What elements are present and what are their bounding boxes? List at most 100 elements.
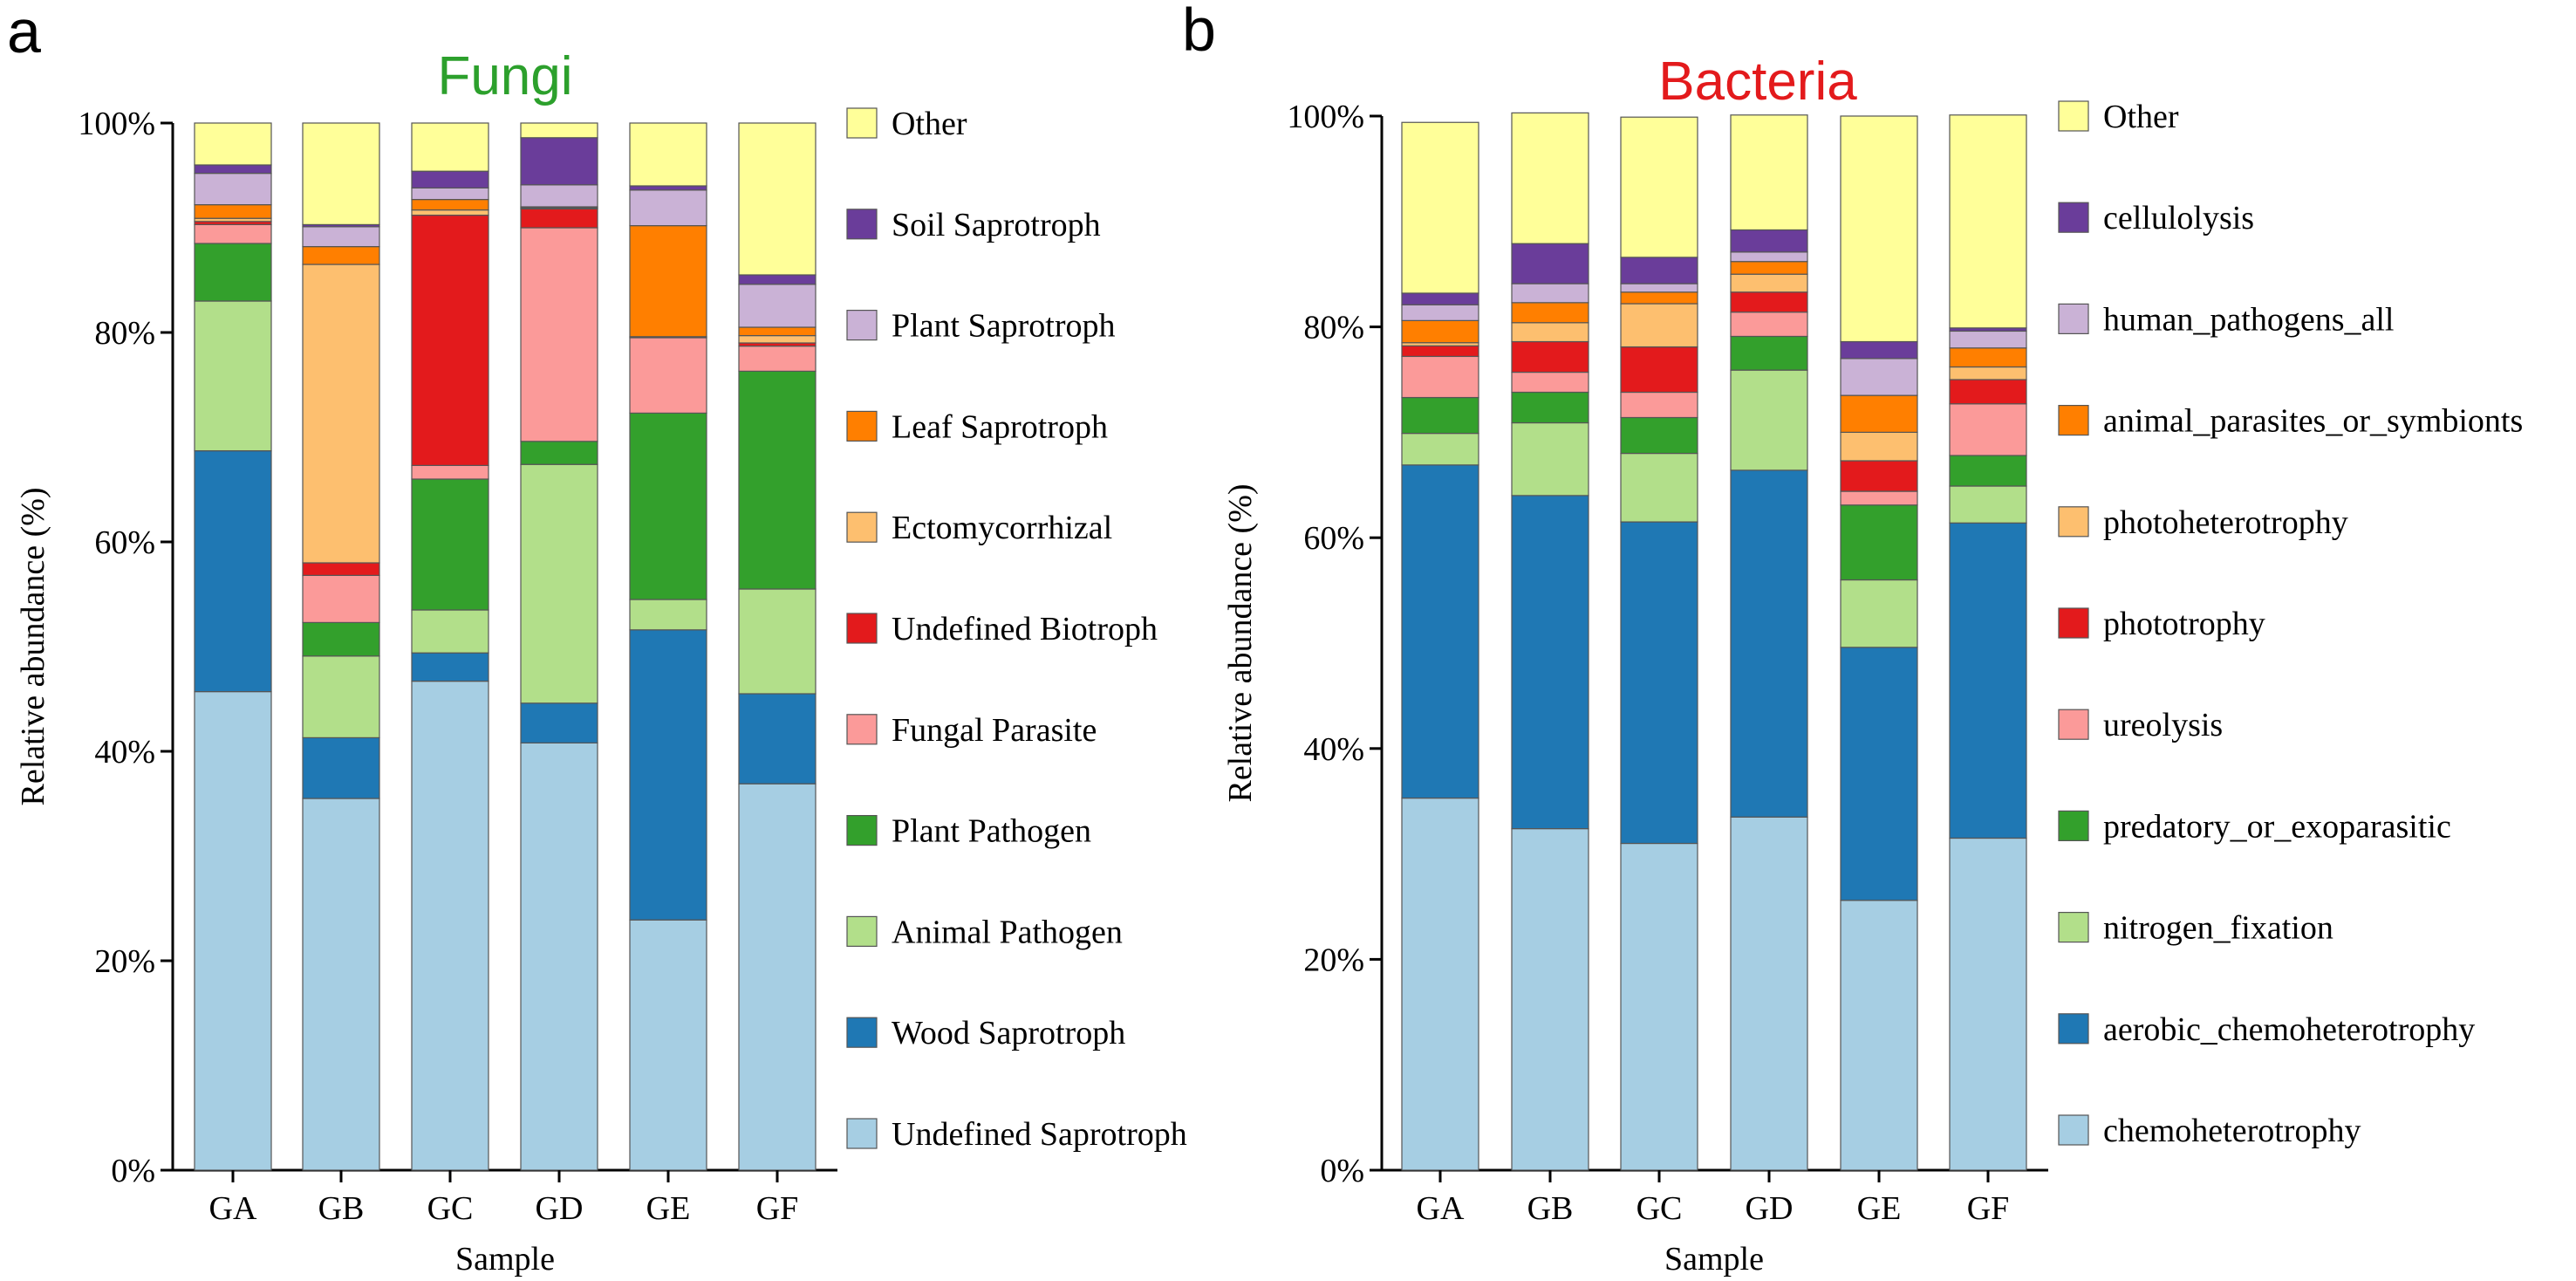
legend-swatch [2058,303,2089,334]
bar-segment-ge-plant-pathogen [629,412,707,600]
legend-label: Ectomycorrhizal [892,510,1112,546]
legend-item-wood-saprotroph: Wood Saprotroph [846,1015,1125,1052]
bar-segment-ge-phototrophy [1840,460,1918,492]
legend-swatch [2058,202,2089,233]
bar-segment-ge-cellulolysis [1840,340,1918,360]
bar-segment-gf-other [738,122,817,276]
bar-segment-gf-soil-saprotroph [738,274,817,285]
bar-GF [738,122,817,1171]
bar-segment-gc-leaf-saprotroph [411,199,489,211]
panel-letter: a [7,0,41,65]
legend-label: Undefined Saprotroph [892,1116,1187,1153]
bar-segment-gf-plant-pathogen [738,370,817,590]
y-tick-label: 40% [1303,731,1364,768]
bar-segment-gd-chemoheterotrophy [1730,816,1808,1171]
bar-segment-gc-phototrophy [1620,346,1698,394]
bar-segment-gd-undefined-saprotroph [520,742,598,1171]
bar-segment-gc-ureolysis [1620,391,1698,419]
bar-segment-gb-fungal-parasite [302,574,380,624]
bar-segment-gf-predatory-or-exoparasitic [1949,455,2027,487]
bar-segment-gf-wood-saprotroph [738,693,817,784]
bar-segment-gd-other [520,122,598,139]
legend-label: ureolysis [2103,707,2223,743]
bar-segment-gb-aerobic-chemoheterotrophy [1511,495,1589,830]
bar-GB [1511,112,1589,1171]
bar-segment-ga-plant-pathogen [194,243,272,302]
bar-segment-ge-chemoheterotrophy [1840,900,1918,1171]
legend-label: Wood Saprotroph [892,1015,1125,1052]
y-tick-label: 80% [1303,310,1364,346]
legend-swatch [2058,100,2089,132]
bar-segment-ga-phototrophy [1401,345,1479,358]
bar-segment-gd-plant-pathogen [520,441,598,465]
bar-segment-ga-human-pathogens-all [1401,304,1479,321]
bar-segment-gc-undefined-saprotroph [411,680,489,1171]
x-tick-label: GA [1417,1190,1465,1227]
x-tick-label: GB [318,1190,365,1227]
bar-segment-gb-chemoheterotrophy [1511,828,1589,1171]
bar-segment-ge-aerobic-chemoheterotrophy [1840,647,1918,901]
bar-GA [1401,121,1479,1171]
y-axis-title: Relative abundance (%) [15,487,51,805]
bar-segment-gc-soil-saprotroph [411,170,489,188]
bar-segment-gd-photoheterotrophy [1730,273,1808,293]
x-tick-label: GC [427,1190,474,1227]
legend-item-ureolysis: ureolysis [2058,707,2223,743]
bar-segment-gf-animal-pathogen [738,588,817,695]
y-axis-title: Relative abundance (%) [1222,483,1259,802]
bar-segment-gc-nitrogen-fixation [1620,452,1698,523]
bar-segment-gb-cellulolysis [1511,243,1589,284]
legend-swatch [846,1118,878,1149]
bar-segment-ga-animal-parasites-or-symbionts [1401,319,1479,344]
bar-segment-gb-leaf-saprotroph [302,246,380,265]
bar-segment-ga-ureolysis [1401,355,1479,399]
bar-segment-gd-predatory-or-exoparasitic [1730,335,1808,371]
legend-item-predatory-or-exoparasitic: predatory_or_exoparasitic [2058,808,2451,845]
bar-segment-gd-plant-saprotroph [520,184,598,208]
y-tick-label: 40% [94,734,155,771]
bar-segment-ga-undefined-saprotroph [194,690,272,1171]
legend-label: predatory_or_exoparasitic [2103,808,2451,845]
bar-segment-gf-ureolysis [1949,403,2027,456]
x-tick-label: GE [1857,1190,1902,1227]
bar-segment-gd-aerobic-chemoheterotrophy [1730,469,1808,818]
bar-segment-ge-leaf-saprotroph [629,225,707,338]
bar-segment-gb-plant-pathogen [302,621,380,657]
legend-item-cellulolysis: cellulolysis [2058,200,2254,236]
legend-label: Soil Saprotroph [892,207,1101,243]
x-axis-title: Sample [1664,1241,1764,1277]
bar-segment-gd-animal-pathogen [520,463,598,704]
legend-swatch [846,1017,878,1048]
bar-segment-gc-animal-parasites-or-symbionts [1620,291,1698,305]
bar-segment-gc-undefined-biotroph [411,215,489,466]
bar-segment-gc-predatory-or-exoparasitic [1620,416,1698,455]
bar-segment-gb-phototrophy [1511,340,1589,373]
legend-swatch [846,107,878,139]
bar-segment-gf-photoheterotrophy [1949,366,2027,380]
bar-segment-ga-leaf-saprotroph [194,204,272,219]
legend-swatch [846,915,878,948]
bar-segment-ga-soil-saprotroph [194,164,272,175]
bar-segment-gb-photoheterotrophy [1511,322,1589,343]
bar-segment-ge-predatory-or-exoparasitic [1840,504,1918,581]
bar-GB [302,122,380,1171]
x-tick-label: GC [1636,1190,1683,1227]
bar-segment-gd-animal-parasites-or-symbionts [1730,261,1808,275]
legend-label: Plant Saprotroph [892,308,1115,345]
legend-label: Animal Pathogen [892,914,1123,950]
y-tick-label: 60% [1303,520,1364,557]
bar-segment-gd-undefined-biotroph [520,208,598,229]
x-tick-label: GB [1527,1190,1574,1227]
bar-segment-gf-phototrophy [1949,379,2027,405]
x-tick-label: GE [646,1190,691,1227]
legend-swatch [846,814,878,846]
legend-swatch [2058,405,2089,436]
bar-segment-gf-human-pathogens-all [1949,330,2027,349]
legend-item-fungal-parasite: Fungal Parasite [846,712,1097,749]
y-tick-label: 20% [94,943,155,980]
x-tick-label: GA [209,1190,257,1227]
y-tick-label: 60% [94,524,155,561]
bar-segment-ge-wood-saprotroph [629,629,707,921]
